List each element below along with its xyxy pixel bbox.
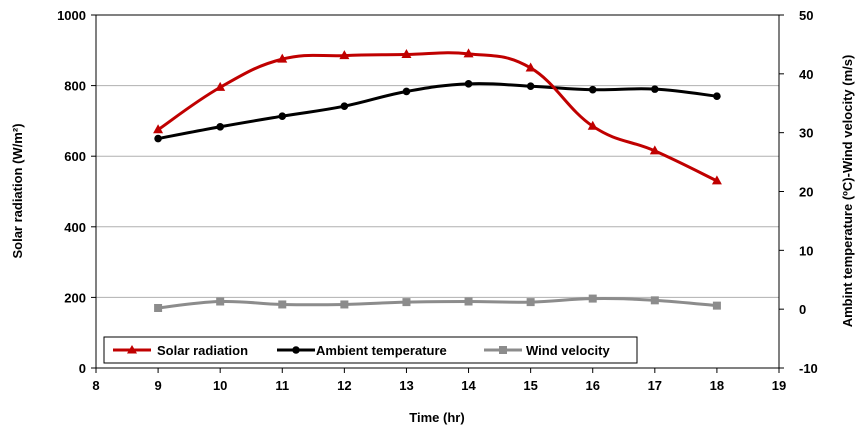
- tick-label-y-right: 50: [799, 8, 813, 23]
- legend-label-temperature: Ambient temperature: [316, 343, 447, 358]
- data-point-wind-velocity-10: [216, 297, 225, 306]
- data-point-wind-velocity-17: [650, 296, 659, 305]
- tick-label-x: 17: [648, 378, 662, 393]
- tick-label-y-left: 600: [64, 149, 86, 164]
- data-point-solar-radiation-15: [525, 62, 536, 72]
- legend: Solar radiation Ambient temperature Wind…: [103, 336, 638, 364]
- series-wind-velocity: [154, 294, 721, 312]
- data-point-solar-radiation-9: [153, 124, 164, 134]
- ticks: 0 200 400 600 800 1000 -10 0 10 20 30 40 50 8 9 10 11 12 1…: [57, 8, 818, 393]
- data-point-wind-velocity-11: [278, 300, 287, 309]
- tick-label-y-right: -10: [799, 361, 818, 376]
- legend-marker-solar: [127, 345, 137, 354]
- series-line-wind-velocity: [156, 296, 719, 310]
- tick-label-y-right: 10: [799, 243, 813, 258]
- tick-label-x: 18: [710, 378, 724, 393]
- data-point-solar-radiation-14: [463, 48, 474, 58]
- y-axis-left-title: Solar radiation (W/m²): [10, 123, 25, 258]
- tick-label-x: 8: [92, 378, 99, 393]
- data-point-solar-radiation-16: [587, 120, 598, 130]
- legend-marker-wind: [499, 346, 507, 354]
- data-point-solar-radiation-18: [711, 175, 722, 185]
- series: [153, 48, 722, 312]
- tick-label-y-left: 800: [64, 79, 86, 94]
- data-point-ambient-temperature-16: [588, 85, 597, 94]
- data-point-ambient-temperature-10: [216, 122, 224, 131]
- tick-label-x: 11: [275, 378, 289, 393]
- data-point-wind-velocity-12: [340, 300, 349, 309]
- series-line-solar-radiation: [156, 51, 719, 183]
- data-point-ambient-temperature-13: [402, 87, 411, 96]
- tick-label-x: 9: [154, 378, 161, 393]
- tick-label-x: 15: [523, 378, 537, 393]
- legend-label-solar: Solar radiation: [157, 343, 248, 358]
- y-axis-right-title: Ambint temperature (ºC)-Wind velocity (m…: [840, 55, 855, 328]
- data-point-ambient-temperature-15: [526, 82, 535, 90]
- tick-label-x: 16: [585, 378, 599, 393]
- data-point-solar-radiation-12: [339, 50, 350, 60]
- data-point-wind-velocity-13: [402, 298, 411, 307]
- data-point-solar-radiation-17: [649, 145, 660, 155]
- data-point-wind-velocity-9: [154, 303, 163, 312]
- tick-label-x: 10: [213, 378, 227, 393]
- tick-label-y-left: 0: [79, 361, 86, 376]
- data-point-solar-radiation-13: [401, 49, 412, 59]
- legend-label-wind: Wind velocity: [526, 343, 610, 358]
- tick-label-y-right: 20: [799, 185, 813, 200]
- tick-label-y-left: 200: [64, 290, 86, 305]
- data-point-wind-velocity-15: [526, 298, 535, 307]
- data-point-wind-velocity-14: [464, 297, 473, 306]
- series-line-ambient-temperature: [156, 82, 719, 141]
- tick-label-y-right: 40: [799, 67, 813, 82]
- tick-label-x: 12: [337, 378, 351, 393]
- data-point-ambient-temperature-14: [464, 80, 473, 88]
- series-ambient-temperature: [154, 80, 721, 143]
- plot-area: [96, 15, 779, 368]
- legend-marker-temperature: [292, 346, 300, 354]
- tick-label-x: 14: [461, 378, 476, 393]
- data-point-wind-velocity-18: [712, 301, 721, 310]
- data-point-wind-velocity-16: [588, 294, 597, 303]
- tick-label-x: 19: [772, 378, 786, 393]
- data-point-ambient-temperature-9: [154, 134, 162, 143]
- data-point-ambient-temperature-18: [713, 92, 721, 100]
- data-point-ambient-temperature-11: [278, 112, 287, 120]
- series-solar-radiation: [153, 48, 722, 185]
- tick-label-y-left: 1000: [57, 8, 86, 23]
- x-axis-title: Time (hr): [409, 410, 464, 425]
- data-point-ambient-temperature-12: [340, 102, 349, 110]
- tick-label-y-right: 30: [799, 126, 813, 141]
- tick-label-x: 13: [399, 378, 413, 393]
- data-point-solar-radiation-11: [277, 53, 288, 63]
- tick-label-y-left: 400: [64, 220, 86, 235]
- legend-box: [103, 336, 638, 364]
- tick-label-y-right: 0: [799, 302, 806, 317]
- data-point-ambient-temperature-17: [651, 85, 659, 93]
- data-point-solar-radiation-10: [215, 81, 226, 91]
